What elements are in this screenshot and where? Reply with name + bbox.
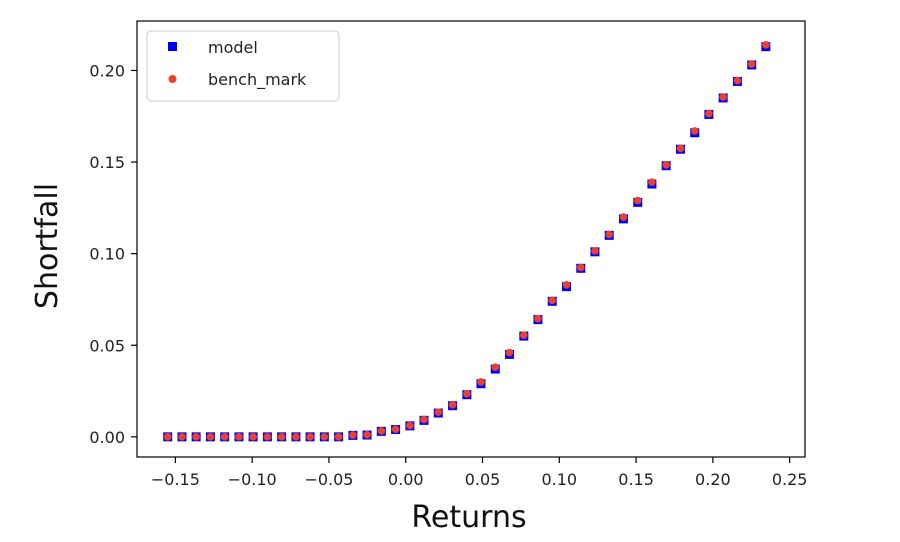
bench-mark-point [719,93,727,101]
bench-mark-point [249,433,257,441]
legend-box [146,30,340,102]
bench-mark-point [662,161,670,169]
legend-bench-mark-label: bench_mark [208,70,307,90]
bench-mark-point [192,433,200,441]
bench-mark-point [705,109,713,118]
bench-mark-point [306,433,314,441]
x-tick-label: 0.05 [465,470,501,489]
bench-mark-point [520,331,528,339]
bench-mark-point [605,230,614,239]
y-tick-label: 0.10 [89,245,125,264]
y-tick-label: 0.05 [89,336,125,355]
y-axis: 0.00 0.05 0.10 0.15 0.20 [89,61,137,447]
bench-mark-point [263,433,272,441]
bench-mark-point [534,314,542,323]
bench-mark-point [477,378,485,386]
legend: model bench_mark [146,30,340,102]
x-axis-label: Returns [411,500,526,535]
x-tick-label: −0.05 [304,470,353,489]
bench-mark-point [334,433,343,441]
bench-mark-point [391,425,400,433]
bench-mark-point [377,427,386,435]
y-tick-label: 0.15 [89,153,125,172]
x-tick-label: −0.15 [151,470,200,489]
bench-mark-point [277,433,286,441]
bench-mark-point [562,280,571,289]
bench-mark-point [747,60,756,68]
bench-mark-point [633,196,642,205]
bench-mark-point [648,178,656,187]
bench-mark-point [548,296,557,305]
bench-mark-point [349,431,357,439]
bench-mark-point [406,421,414,430]
bench-mark-point [320,433,329,441]
bench-mark-point [733,76,742,85]
legend-model-label: model [208,38,258,57]
x-tick-label: −0.10 [228,470,277,489]
bench-mark-point [178,433,186,441]
bench-mark-point [206,433,215,441]
bench-mark-point [292,433,300,441]
bench-mark-point [235,433,243,441]
x-axis: −0.15 −0.10 −0.05 0.00 0.05 0.10 0.15 0.20 0.25 [151,457,808,489]
data-points [163,41,771,442]
x-tick-label: 0.15 [618,470,654,489]
x-tick-label: 0.10 [541,470,577,489]
legend-bench-mark-marker [168,75,177,83]
bench-mark-point [762,41,770,49]
bench-mark-point [676,144,685,153]
bench-mark-point [434,408,443,416]
y-tick-label: 0.00 [89,428,125,447]
bench-mark-point [619,213,628,221]
x-tick-label: 0.25 [772,470,808,489]
x-tick-label: 0.20 [695,470,731,489]
y-axis-label: Shortfall [30,183,65,309]
y-tick-label: 0.20 [89,61,125,80]
bench-mark-point [491,363,500,372]
bench-mark-point [463,389,471,398]
bench-mark-point [505,348,514,357]
x-tick-label: 0.00 [388,470,424,489]
bench-mark-point [363,430,371,439]
bench-mark-point [690,127,699,135]
bench-mark-point [448,400,457,409]
bench-mark-point [591,247,599,255]
bench-mark-point [163,433,172,441]
bench-mark-point [420,415,428,424]
legend-model-marker [168,42,177,51]
bench-mark-point [576,263,585,272]
bench-mark-point [220,433,229,441]
